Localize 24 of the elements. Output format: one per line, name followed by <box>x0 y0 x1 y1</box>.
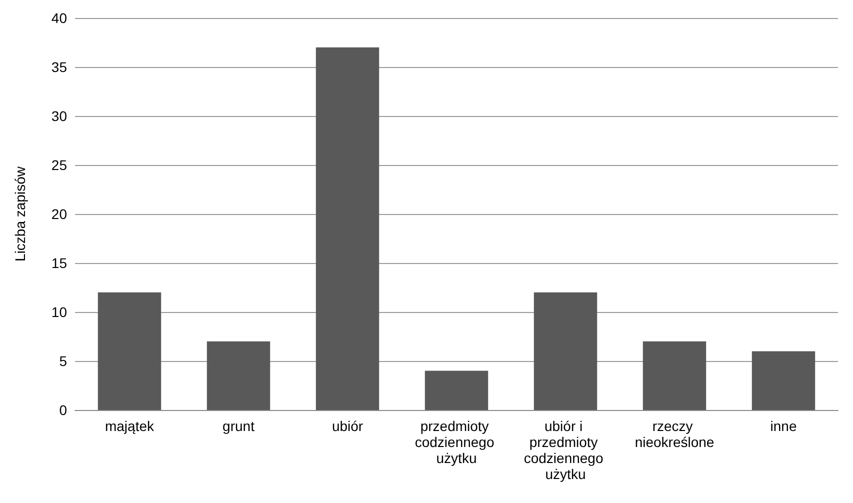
y-tick-label: 20 <box>51 206 68 222</box>
y-tick-label: 30 <box>51 108 68 124</box>
y-tick-label: 0 <box>59 402 68 418</box>
y-tick-label: 15 <box>51 255 68 271</box>
y-tick-label: 35 <box>51 59 68 75</box>
bar <box>316 47 380 410</box>
y-tick-label: 10 <box>51 304 68 320</box>
x-tick-label: inne <box>770 418 797 434</box>
x-tick-label: przedmioty codziennego użytku <box>414 418 498 466</box>
y-tick-label: 5 <box>59 353 68 369</box>
bar <box>534 292 598 410</box>
y-axis-title: Liczba zapisów <box>12 166 28 262</box>
x-tick-label: ubiór i przedmioty codziennego użytku <box>524 418 608 482</box>
y-tick-label: 40 <box>51 10 68 26</box>
bar <box>206 341 270 410</box>
y-tick-label: 25 <box>51 157 68 173</box>
x-tick-label: grunt <box>222 418 255 434</box>
bar <box>98 292 162 410</box>
bar <box>752 351 816 410</box>
bar <box>424 370 488 410</box>
x-tick-label: majątek <box>104 418 156 434</box>
bar <box>642 341 706 410</box>
x-tick-label: rzeczy nieokreślone <box>634 418 714 450</box>
x-tick-label: ubiór <box>332 418 364 434</box>
